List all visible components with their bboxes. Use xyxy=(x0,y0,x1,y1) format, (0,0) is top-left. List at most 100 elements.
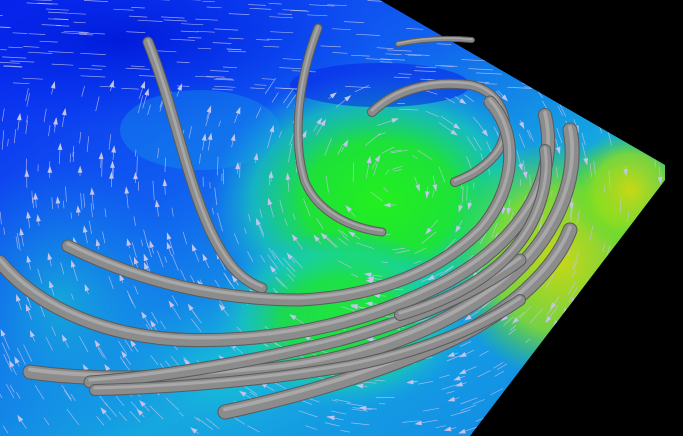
vector-arrow-shaft xyxy=(268,2,282,5)
vector-arrow-shaft xyxy=(342,235,349,241)
vector-arrow-head xyxy=(269,265,277,273)
vector-arrow-head xyxy=(443,426,452,432)
vector-arrow-shaft xyxy=(536,55,555,58)
vector-arrow-head xyxy=(239,390,247,397)
vector-arrow-shaft xyxy=(332,52,348,54)
vector-arrow-shaft xyxy=(86,136,90,153)
vector-arrow-shaft xyxy=(545,273,555,290)
vector-arrow-shaft xyxy=(436,43,452,45)
vector-arrow-head xyxy=(55,196,61,204)
vector-arrow-head xyxy=(459,352,467,358)
vector-arrow-shaft xyxy=(3,227,6,235)
vector-arrow-head xyxy=(95,238,101,247)
vector-arrow-shaft xyxy=(425,110,440,118)
vector-arrow-shaft xyxy=(352,407,372,411)
vector-arrow-shaft xyxy=(125,67,150,70)
vector-arrow-shaft xyxy=(589,225,594,241)
vector-arrow-head xyxy=(36,214,41,222)
vector-arrow-shaft xyxy=(667,361,675,373)
vector-arrow-shaft xyxy=(247,425,260,433)
vector-arrow-shaft xyxy=(176,85,190,87)
vector-arrow-head xyxy=(111,145,116,153)
vector-arrow-shaft xyxy=(572,250,580,270)
vector-arrow-shaft xyxy=(0,26,10,28)
vector-arrow-shaft xyxy=(343,21,365,23)
vector-arrow-head xyxy=(501,94,508,102)
vector-arrow-shaft xyxy=(589,105,594,114)
vector-arrow-shaft xyxy=(211,88,233,91)
vector-arrow-shaft xyxy=(619,197,622,214)
vector-arrow-head xyxy=(253,152,259,161)
vector-arrow-shaft xyxy=(340,430,350,433)
vector-arrow-head xyxy=(365,301,373,307)
vector-arrow-shaft xyxy=(606,297,613,309)
vector-arrow-head xyxy=(453,375,461,381)
vector-arrow-shaft xyxy=(15,236,19,249)
vector-arrow-shaft xyxy=(413,260,422,264)
vector-arrow-shaft xyxy=(1,108,5,122)
vector-arrow-shaft xyxy=(568,286,578,303)
vector-arrow-shaft xyxy=(616,301,622,310)
vector-arrow-shaft xyxy=(569,60,592,63)
vector-arrow-head xyxy=(16,294,21,302)
vector-arrow-shaft xyxy=(215,77,233,80)
vector-arrow-shaft xyxy=(205,111,211,127)
vector-arrow-shaft xyxy=(88,220,92,235)
vector-arrow-head xyxy=(191,243,197,252)
vector-arrow-shaft xyxy=(140,239,144,247)
vector-arrow-head xyxy=(458,428,466,434)
vector-arrow-shaft xyxy=(54,118,57,127)
vector-arrow-shaft xyxy=(325,236,339,248)
vector-arrow-shaft xyxy=(584,9,597,11)
vector-arrow-shaft xyxy=(555,90,563,103)
vector-arrow-shaft xyxy=(25,120,28,135)
vector-arrow-head xyxy=(82,225,88,233)
vector-arrow-shaft xyxy=(73,21,86,24)
vector-arrow-shaft xyxy=(385,169,390,176)
vector-arrow-shaft xyxy=(415,66,437,69)
vector-arrow-shaft xyxy=(546,411,560,422)
vector-arrow-head xyxy=(291,234,298,242)
vector-arrow-shaft xyxy=(218,120,221,127)
vector-arrow-shaft xyxy=(573,258,579,271)
vector-arrow-shaft xyxy=(608,170,611,188)
vector-arrow-shaft xyxy=(247,251,254,262)
vector-arrow-shaft xyxy=(643,381,655,396)
vector-arrow-shaft xyxy=(375,380,385,382)
vector-arrow-shaft xyxy=(271,250,285,267)
vector-arrow-head xyxy=(84,283,90,292)
vector-arrow-head xyxy=(600,352,607,360)
vector-arrow-shaft xyxy=(39,40,58,43)
vector-arrow-shaft xyxy=(26,2,53,5)
vector-arrow-shaft xyxy=(277,13,293,15)
vector-arrow-shaft xyxy=(171,254,179,271)
vector-arrow-shaft xyxy=(439,374,450,379)
vector-arrow-head xyxy=(121,350,128,358)
vector-arrow-shaft xyxy=(490,388,504,396)
vector-arrow-head xyxy=(364,272,372,278)
vector-arrow-head xyxy=(359,405,367,411)
vector-arrow-head xyxy=(550,302,557,310)
vector-arrow-shaft xyxy=(407,54,422,57)
vector-arrow-head xyxy=(231,275,238,283)
vector-arrow-head xyxy=(383,202,391,208)
vector-arrow-shaft xyxy=(553,396,559,402)
vector-arrow-shaft xyxy=(25,88,29,102)
vector-arrow-shaft xyxy=(66,408,80,426)
vector-arrow-shaft xyxy=(581,132,586,145)
vector-arrow-head xyxy=(664,369,665,378)
vector-arrow-shaft xyxy=(443,238,456,253)
vector-arrow-shaft xyxy=(632,9,655,12)
vector-arrow-shaft xyxy=(609,376,621,390)
vector-arrow-shaft xyxy=(320,45,341,48)
vector-arrow-shaft xyxy=(425,356,433,360)
vector-arrow-shaft xyxy=(80,193,83,210)
vector-arrow-shaft xyxy=(279,67,304,70)
vector-arrow-shaft xyxy=(37,268,43,284)
vector-arrow-shaft xyxy=(518,133,526,148)
vector-arrow-shaft xyxy=(528,129,534,142)
vector-arrow-shaft xyxy=(478,31,494,33)
vector-arrow-shaft xyxy=(330,410,347,415)
vector-arrow-head xyxy=(24,169,30,177)
